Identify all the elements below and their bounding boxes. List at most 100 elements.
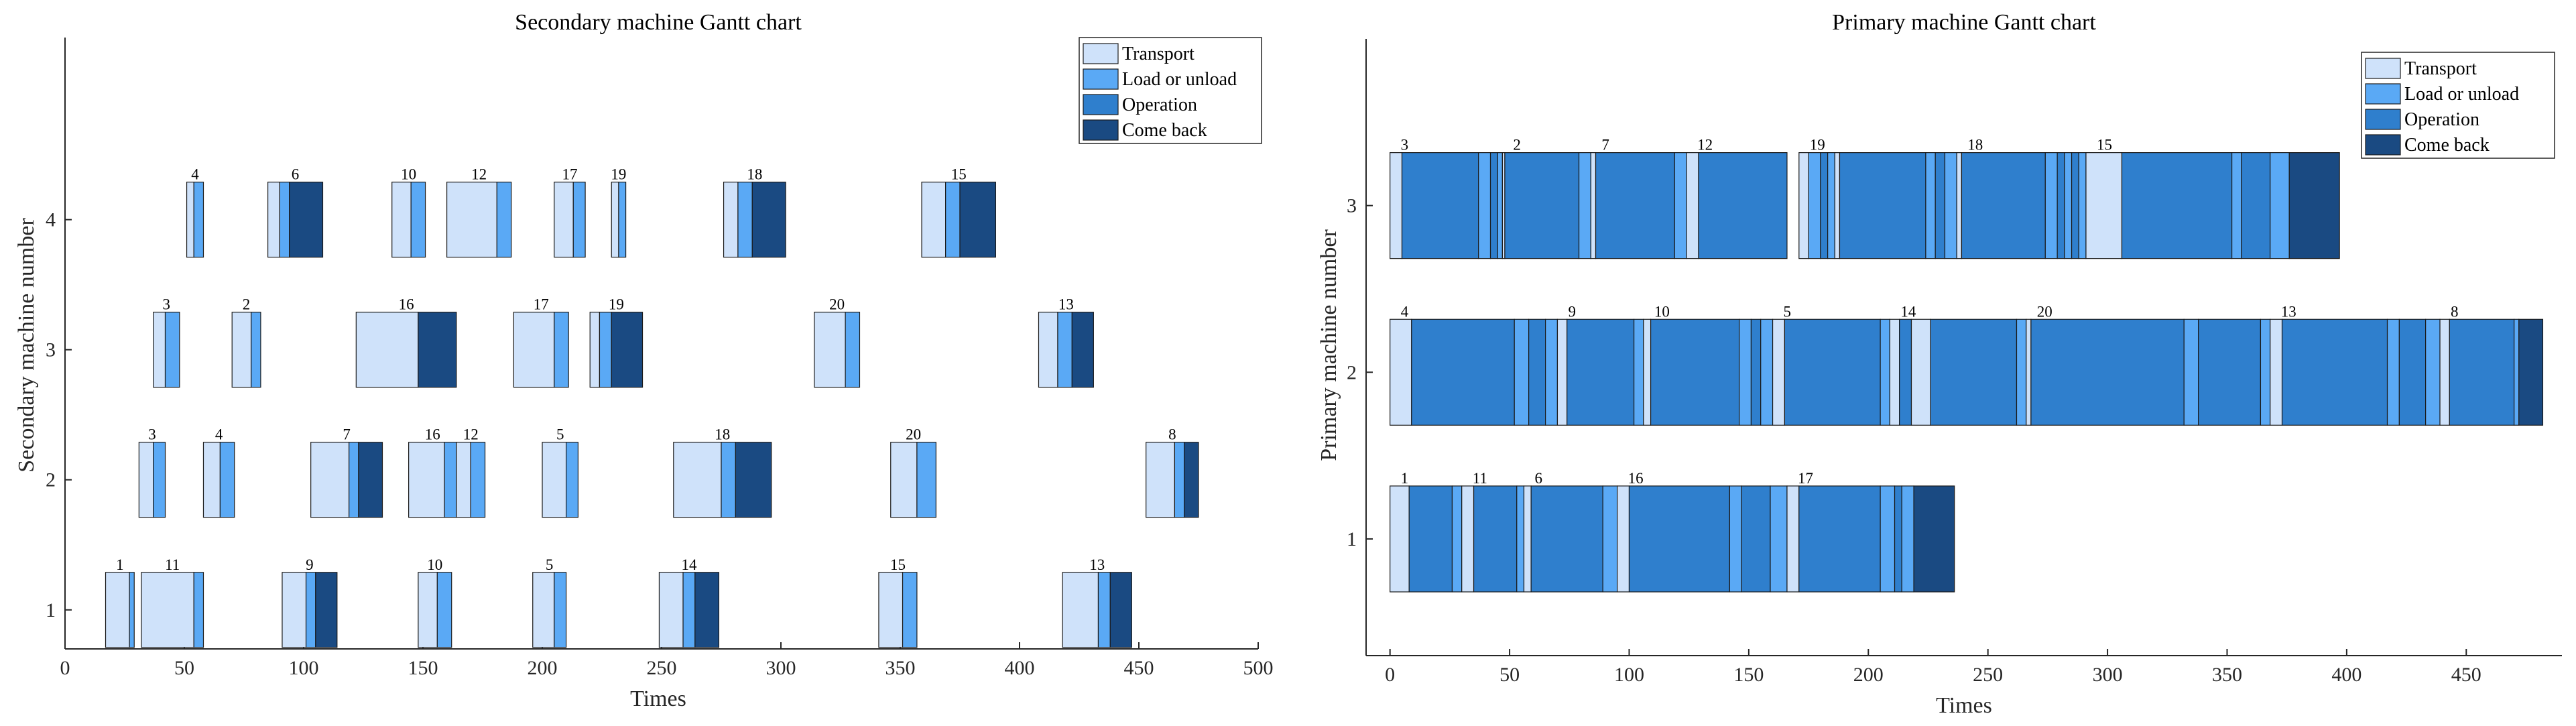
primary-segment-load-or-unload (1808, 152, 1821, 259)
secondary-x-tick-label: 200 (528, 657, 558, 679)
primary-segment-load-or-unload (2183, 318, 2199, 426)
secondary-segment-transport (267, 182, 281, 258)
primary-segment-come-back (1913, 485, 1955, 593)
secondary-segment-transport (1146, 442, 1176, 518)
primary-y-tick-label: 1 (1347, 528, 1357, 550)
secondary-segment-load-or-unload (1174, 442, 1185, 518)
primary-task-job-14-machine-2: 14 (1889, 303, 2027, 426)
primary-legend-swatch-transport (2365, 58, 2401, 79)
secondary-job-label: 12 (463, 426, 479, 443)
secondary-segment-transport (310, 442, 350, 518)
secondary-segment-load-or-unload (1057, 312, 1072, 388)
secondary-job-label: 19 (611, 166, 626, 183)
secondary-segment-load-or-unload (153, 442, 166, 518)
secondary-segment-transport (153, 312, 166, 388)
primary-task-job-13-machine-2: 13 (2270, 303, 2441, 426)
secondary-x-tick-label: 350 (885, 657, 916, 679)
primary-job-label: 14 (1900, 303, 1916, 320)
secondary-job-label: 4 (191, 166, 199, 183)
primary-task-job-8-machine-2: 8 (2439, 303, 2544, 426)
primary-task-job-12-machine-3: 12 (1686, 137, 1788, 259)
secondary-segment-transport (355, 312, 419, 388)
primary-segment-load-or-unload (1497, 152, 1503, 259)
primary-segment-operation (2241, 152, 2271, 259)
secondary-segment-come-back (1109, 572, 1132, 648)
primary-segment-operation (2281, 318, 2388, 426)
primary-task-job-3-machine-3: 3 (1390, 137, 1503, 259)
secondary-segment-transport (1038, 312, 1058, 388)
secondary-segment-load-or-unload (721, 442, 736, 518)
primary-segment-operation (1595, 152, 1675, 259)
primary-segment-load-or-unload (2425, 318, 2441, 426)
primary-segment-load-or-unload (1770, 485, 1788, 593)
secondary-task-job-5-machine-1: 5 (532, 556, 567, 648)
secondary-legend: Transport Load or unload Operation Come bac… (1079, 37, 1262, 144)
secondary-task-job-5-machine-2: 5 (542, 426, 578, 518)
secondary-segment-transport (589, 312, 601, 388)
primary-segment-transport (1390, 485, 1410, 593)
primary-segment-load-or-unload (2064, 152, 2073, 259)
secondary-legend-swatch-transport (1083, 43, 1119, 64)
primary-segment-load-or-unload (1729, 485, 1742, 593)
primary-segment-load-or-unload (2044, 152, 2058, 259)
secondary-x-tick-label: 300 (766, 657, 796, 679)
secondary-legend-swatch-operation (1083, 94, 1119, 115)
primary-job-label: 16 (1628, 470, 1644, 487)
primary-task-job-11-machine-1: 11 (1461, 470, 1525, 593)
primary-x-tick-label: 200 (1853, 664, 1884, 686)
secondary-task-job-11-machine-1: 11 (141, 556, 204, 648)
secondary-job-label: 11 (165, 556, 180, 573)
primary-segment-load-or-unload (2016, 318, 2027, 426)
primary-x-tick-label: 400 (2331, 664, 2362, 686)
primary-segment-operation (1473, 485, 1518, 593)
secondary-segment-transport (138, 442, 154, 518)
secondary-segment-transport (890, 442, 918, 518)
secondary-job-label: 12 (471, 166, 487, 183)
primary-x-tick-label: 0 (1385, 664, 1395, 686)
secondary-segment-load-or-unload (902, 572, 918, 648)
secondary-job-label: 16 (425, 426, 440, 443)
secondary-segment-load-or-unload (305, 572, 316, 648)
secondary-segment-transport (513, 312, 555, 388)
secondary-job-label: 16 (399, 296, 414, 313)
primary-task-job-19-machine-3: 19 (1798, 137, 1957, 259)
primary-y-tick-label: 3 (1347, 195, 1357, 217)
secondary-job-label: 4 (215, 426, 223, 443)
primary-segment-operation (1504, 152, 1580, 259)
secondary-segment-load-or-unload (945, 182, 961, 258)
primary-legend-swatch-come-back (2365, 134, 2401, 156)
secondary-segment-transport (202, 442, 221, 518)
secondary-segment-transport (105, 572, 130, 648)
secondary-task-job-13-machine-1: 13 (1062, 556, 1132, 648)
secondary-segment-load-or-unload (470, 442, 486, 518)
primary-segment-operation (2449, 318, 2515, 426)
secondary-segment-transport (141, 572, 194, 648)
secondary-segment-come-back (315, 572, 338, 648)
secondary-segment-load-or-unload (496, 182, 512, 258)
primary-segment-operation (1411, 318, 1515, 426)
primary-segment-operation (1930, 318, 2018, 426)
primary-segment-load-or-unload (1602, 485, 1618, 593)
secondary-y-axis-title: Secondary machine number (14, 218, 39, 473)
primary-legend-label-come-back: Come back (2404, 135, 2490, 156)
secondary-segment-transport (408, 442, 445, 518)
primary-segment-operation (2398, 318, 2427, 426)
secondary-segment-load-or-unload (618, 182, 627, 258)
secondary-segment-transport (532, 572, 555, 648)
primary-segment-operation (2121, 152, 2233, 259)
secondary-y-tick-label: 2 (46, 469, 56, 491)
secondary-task-job-19-machine-4: 19 (611, 166, 627, 258)
secondary-job-label: 14 (681, 556, 697, 573)
secondary-segment-come-back (735, 442, 772, 518)
primary-job-label: 6 (1534, 470, 1542, 487)
secondary-segment-transport (723, 182, 739, 258)
secondary-task-job-2-machine-3: 2 (231, 296, 261, 388)
secondary-segment-come-back (611, 312, 643, 388)
secondary-segment-load-or-unload (554, 572, 567, 648)
primary-segment-transport (1889, 318, 1900, 426)
primary-task-job-15-machine-3: 15 (2085, 137, 2340, 259)
secondary-task-job-14-machine-1: 14 (658, 556, 720, 648)
primary-legend-label-load-or-unload: Load or unload (2404, 84, 2519, 105)
